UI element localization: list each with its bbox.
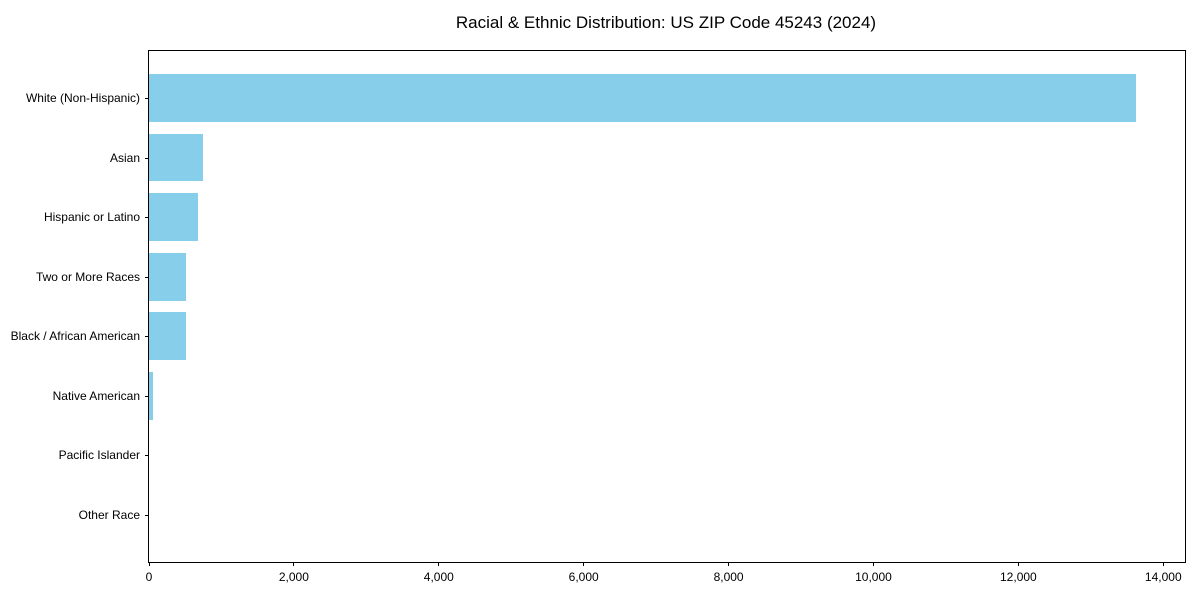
x-tick-mark	[438, 562, 440, 566]
x-tick-mark	[1162, 562, 1164, 566]
x-tick-mark	[1017, 562, 1019, 566]
x-tick-label: 6,000	[568, 570, 599, 584]
y-tick-mark	[145, 157, 149, 159]
x-tick-mark	[148, 562, 150, 566]
y-tick-label: Native American	[52, 388, 140, 403]
x-tick-label: 4,000	[423, 570, 454, 584]
y-tick-label: White (Non-Hispanic)	[25, 91, 140, 106]
bar	[149, 312, 186, 361]
chart-title: Racial & Ethnic Distribution: US ZIP Cod…	[455, 13, 877, 32]
y-tick-label: Asian	[109, 150, 140, 165]
y-tick-label: Two or More Races	[35, 269, 140, 284]
y-tick-label: Black / African American	[10, 329, 140, 344]
bar	[149, 74, 1136, 122]
bar	[149, 133, 203, 182]
bar	[149, 252, 187, 301]
x-tick-label: 12,000	[1000, 570, 1037, 584]
x-tick-label: 0	[145, 570, 153, 584]
x-tick-mark	[872, 562, 874, 566]
x-tick-mark	[293, 562, 295, 566]
y-tick-mark	[145, 514, 149, 516]
x-tick-label: 2,000	[278, 570, 309, 584]
y-tick-mark	[145, 276, 149, 278]
x-tick-label: 8,000	[713, 570, 744, 584]
y-tick-label: Hispanic or Latino	[43, 210, 140, 225]
y-tick-mark	[145, 98, 149, 100]
bar	[149, 372, 154, 420]
x-tick-label: 10,000	[855, 570, 892, 584]
bar	[149, 193, 198, 241]
x-tick-label: 14,000	[1144, 570, 1182, 584]
y-tick-mark	[145, 336, 149, 338]
y-tick-mark	[145, 455, 149, 457]
y-tick-label: Pacific Islander	[58, 448, 140, 463]
x-tick-mark	[583, 562, 585, 566]
plot-area: White (Non-Hispanic) Asian Hispanic or Lat…	[11, 50, 1186, 584]
y-tick-mark	[145, 395, 149, 397]
x-tick-mark	[728, 562, 730, 566]
y-tick-label: Other Race	[78, 507, 140, 522]
y-tick-mark	[145, 217, 149, 219]
